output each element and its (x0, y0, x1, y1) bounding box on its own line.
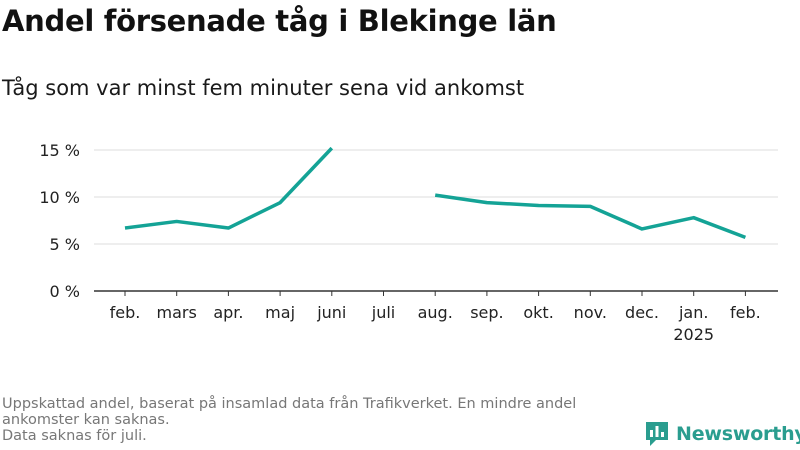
x-tick-label: jan. (678, 303, 708, 322)
y-tick-label: 10 % (39, 188, 80, 207)
x-tick-label: juni (316, 303, 346, 322)
x-tick-label: apr. (213, 303, 243, 322)
x-tick-label: mars (157, 303, 197, 322)
y-tick-label: 0 % (50, 282, 80, 301)
footnote-source: Uppskattad andel, baserat på insamlad da… (2, 396, 577, 428)
x-tick-label: juli (371, 303, 395, 322)
footnote-missing-data: Data saknas för juli. (2, 428, 147, 444)
y-tick-label: 5 % (50, 235, 80, 254)
x-tick-sublabel: 2025 (673, 325, 714, 344)
line-chart: 0 % 5 % 10 % 15 % feb. mars apr. maj juni juli aug… (39, 141, 778, 344)
footnote: Uppskattad andel, baserat på insamlad da… (2, 396, 642, 444)
x-tick-label: aug. (418, 303, 453, 322)
x-tick-label: feb. (110, 303, 141, 322)
x-tick-label: dec. (625, 303, 659, 322)
y-tick-label: 15 % (39, 141, 80, 160)
chart-title: Andel försenade tåg i Blekinge län (2, 4, 557, 38)
brand-logo: Newsworthy (644, 420, 800, 448)
x-tick-label: sep. (470, 303, 503, 322)
chart-subtitle: Tåg som var minst fem minuter sena vid a… (2, 76, 525, 100)
newsworthy-logo-icon (646, 422, 668, 446)
x-tick-label: nov. (574, 303, 607, 322)
x-tick-label: maj (265, 303, 295, 322)
series-line-segment (434, 193, 747, 240)
x-tick-label: feb. (730, 303, 761, 322)
x-tick-label: okt. (523, 303, 553, 322)
series-line-segment (124, 146, 334, 230)
brand-name: Newsworthy (676, 423, 800, 445)
